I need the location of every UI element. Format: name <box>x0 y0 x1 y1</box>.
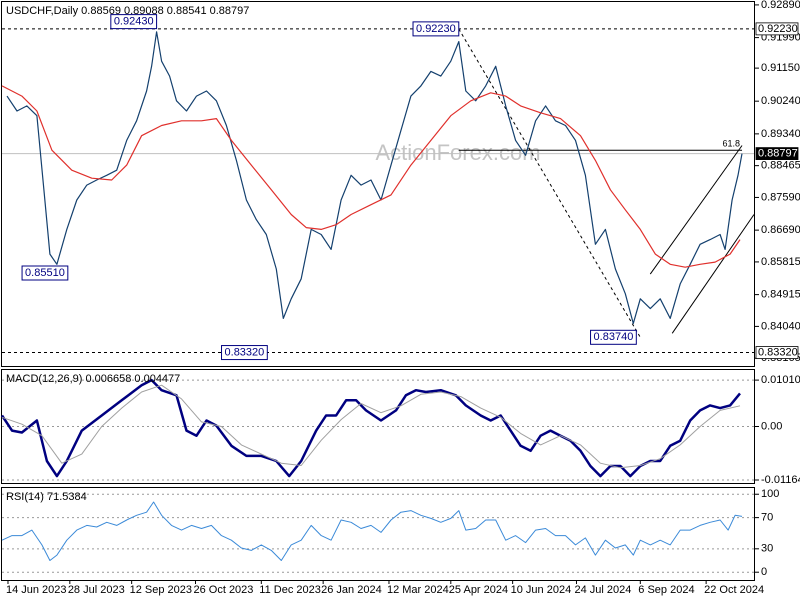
x-tick-label: 25 Apr 2024 <box>449 584 508 596</box>
y-tick-label: 0 <box>761 566 767 578</box>
annotation-label: 0.92230 <box>416 23 456 35</box>
y-tick-label: 0.84040 <box>761 320 800 332</box>
series-line <box>1 384 741 469</box>
y-tick-label: 0.87590 <box>761 191 800 203</box>
x-tick-label: 24 Jul 2024 <box>574 584 631 596</box>
x-tick-label: 22 Oct 2024 <box>704 584 764 596</box>
series-line <box>6 31 743 325</box>
y-tick-label: 70 <box>761 512 773 524</box>
x-tick-label: 12 Sep 2023 <box>130 584 192 596</box>
y-tick-label: 0.010101 <box>761 374 800 386</box>
x-tick-label: 26 Oct 2023 <box>193 584 253 596</box>
annotation-box <box>21 265 69 281</box>
annotation-label: 0.83320 <box>225 346 265 358</box>
x-tick-label: 14 Jun 2023 <box>6 584 67 596</box>
level-label: 0.88797 <box>758 148 798 160</box>
y-tick-label: 0.88465 <box>761 160 800 172</box>
y-tick-label: 0.90240 <box>761 95 800 107</box>
level-label: 0.83320 <box>758 346 798 358</box>
annotation-box <box>590 329 637 345</box>
panel-title: RSI(14) 71.5384 <box>6 491 87 503</box>
y-tick-label: 0.85815 <box>761 256 800 268</box>
x-tick-label: 6 Sep 2024 <box>638 584 694 596</box>
annotation-label: 0.85510 <box>25 267 65 279</box>
rsi-panel-frame <box>1 487 755 581</box>
level-label-box <box>755 346 799 359</box>
annotation-box <box>412 21 460 37</box>
y-tick-label: 0.84915 <box>761 289 800 301</box>
level-label-box <box>755 22 799 36</box>
y-tick-label: 0.00 <box>761 420 782 432</box>
level-label: 0.92230 <box>758 23 798 35</box>
series-line <box>1 85 741 268</box>
series-line <box>1 501 743 561</box>
x-tick-label: 28 Jul 2023 <box>68 584 125 596</box>
trend-line <box>671 214 755 334</box>
y-tick-label: 30 <box>761 543 773 555</box>
y-tick-label: 0.91150 <box>761 62 800 74</box>
y-tick-label: 0.89340 <box>761 128 800 140</box>
annotation-label: 0.92430 <box>114 16 154 28</box>
x-tick-label: 11 Dec 2023 <box>259 584 321 596</box>
x-tick-label: 26 Jan 2024 <box>321 584 382 596</box>
y-tick-label: 100 <box>761 488 779 500</box>
y-tick-label: 0.86690 <box>761 224 800 236</box>
annotation-box <box>110 14 158 30</box>
macd-panel-frame <box>1 369 755 484</box>
panel-title: USDCHF,Daily 0.88569 0.89088 0.88541 0.8… <box>6 5 249 17</box>
annotation-label: 0.83740 <box>594 331 634 343</box>
x-tick-label: 12 Mar 2024 <box>387 584 449 596</box>
x-tick-label: 10 Jun 2024 <box>511 584 572 596</box>
y-tick-label: -0.011645 <box>761 474 800 486</box>
panel-title: MACD(12,26,9) 0.006658 0.004477 <box>6 373 180 385</box>
price-panel-frame <box>1 1 755 367</box>
trend-line <box>649 145 743 275</box>
level-label-box <box>755 147 799 160</box>
series-line <box>0 378 741 478</box>
fib-label: 61.8 <box>723 139 741 149</box>
y-tick-label: 0.92890 <box>761 0 800 11</box>
watermark: ActionForex.com <box>375 140 540 165</box>
annotation-box <box>221 345 268 361</box>
